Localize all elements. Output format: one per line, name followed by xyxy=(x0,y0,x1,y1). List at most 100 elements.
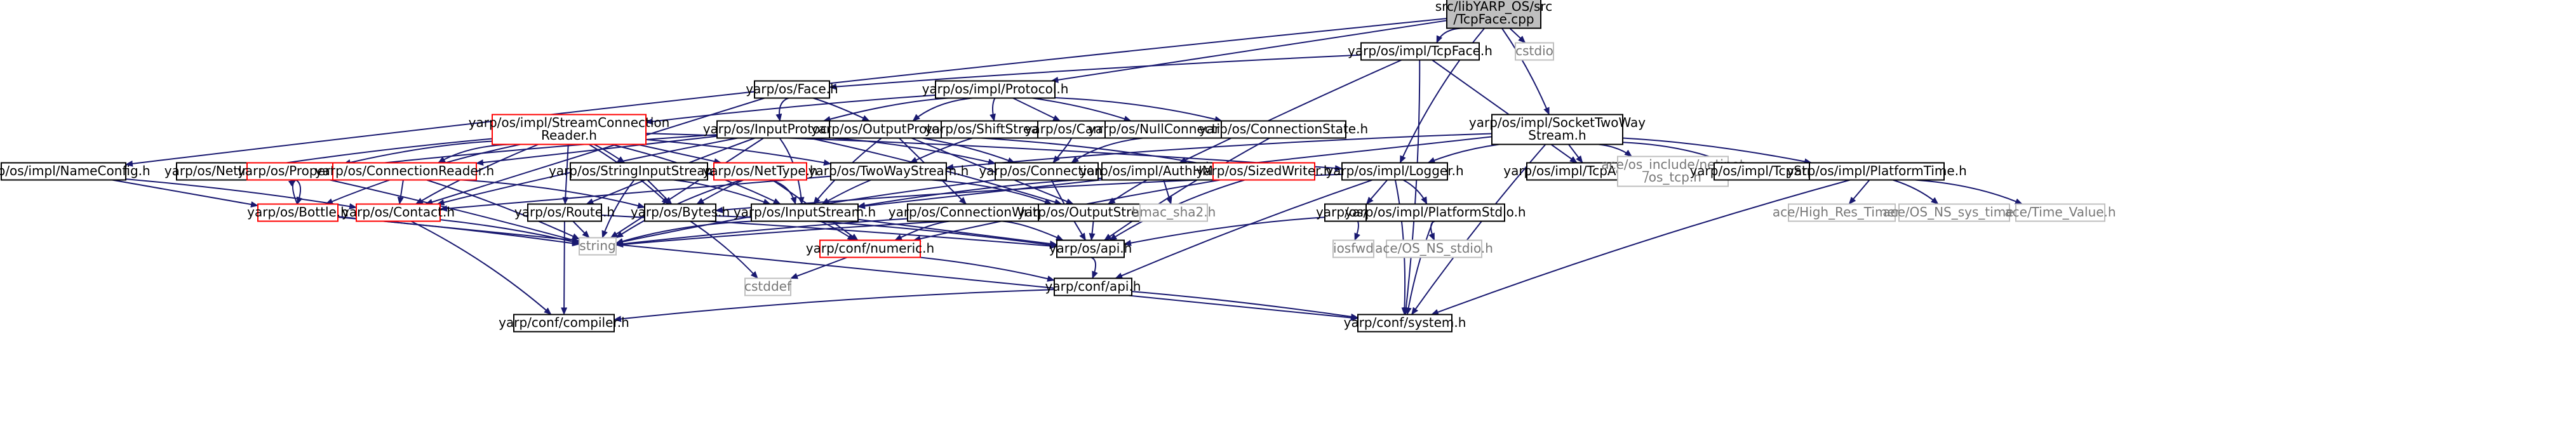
edge-property_h-to-bottle_h xyxy=(295,179,303,205)
node-logger_h[interactable]: yarp/os/impl/Logger.h xyxy=(1325,162,1464,181)
edge-outputprotocol_h-to-connection_h xyxy=(922,137,1016,164)
node-box xyxy=(1386,239,1482,258)
edge-face_h-to-inputprotocol_h xyxy=(775,97,789,122)
node-label: yarp/os/api.h xyxy=(1049,241,1132,256)
node-label: yarp/os/NetType.h xyxy=(702,163,817,178)
edge-stream_conn_reader_h-to-property_h xyxy=(343,140,493,166)
node-numeric_h[interactable]: yarp/conf/numeric.h xyxy=(806,239,934,258)
node-platformstdio_h[interactable]: yarp/os/impl/PlatformStdio.h xyxy=(1345,203,1526,222)
node-box xyxy=(1357,314,1452,333)
node-bottle_h[interactable]: yarp/os/Bottle.h xyxy=(247,203,349,222)
edge-inputstream_h-to-api_os_h xyxy=(857,218,1057,247)
edge-socket_twoway_h-to-tcpacceptor_h xyxy=(1568,143,1583,164)
edge-face_h-to-contact_h xyxy=(425,97,765,205)
edge-connectionwriter_h-to-string xyxy=(615,218,908,248)
node-box xyxy=(257,203,339,222)
node-label: yarp/os/Bottle.h xyxy=(247,204,349,220)
node-box xyxy=(1221,120,1346,139)
node-box xyxy=(1788,203,1896,222)
node-cstddef: cstddef xyxy=(744,277,792,296)
edge-authhmac_h-to-outputstream_h xyxy=(1107,179,1148,205)
edge-inputstream_h-to-numeric_h xyxy=(819,220,855,241)
node-label: Reader.h xyxy=(541,128,597,143)
node-system_h[interactable]: yarp/conf/system.h xyxy=(1344,314,1466,333)
edge-connectionwriter_h-to-api_os_h xyxy=(1002,220,1064,241)
edge-face_h-to-outputprotocol_h xyxy=(812,97,870,122)
node-face_h[interactable]: yarp/os/Face.h xyxy=(746,80,838,99)
node-box xyxy=(570,162,708,181)
edge-inputstream_h-to-string xyxy=(615,220,753,244)
edge-inputprotocol_h-to-connectionreader_h xyxy=(476,135,718,166)
node-label: yarp/os/impl/SocketTwoWay xyxy=(1469,115,1646,130)
node-label: yarp/os/impl/PlatformStdio.h xyxy=(1345,204,1526,220)
node-box xyxy=(1446,0,1541,29)
node-label: yarp/os/impl/StreamConnection xyxy=(469,115,670,130)
node-box xyxy=(1139,203,1208,222)
edge-numeric_h-to-conf_api_h xyxy=(920,256,1055,282)
edge-stream_conn_reader_h-to-stringinputstream_h xyxy=(593,143,626,164)
edge-protocol_h-to-inputprotocol_h xyxy=(822,97,949,123)
edge-logger_h-to-log_h xyxy=(1365,179,1388,205)
node-label: yarp/conf/numeric.h xyxy=(806,241,934,256)
edge-shiftstream_h-to-twowaystream_h xyxy=(909,137,973,164)
edge-platformtime_h-to-system_h xyxy=(1431,179,1851,315)
node-nettype_h[interactable]: yarp/os/NetType.h xyxy=(702,162,818,181)
node-connectionwriter_h[interactable]: yarp/os/ConnectionWriter.h xyxy=(889,203,1062,222)
node-route_h[interactable]: yarp/os/Route.h xyxy=(514,203,615,222)
edge-log_h-to-api_os_h xyxy=(1124,216,1325,246)
node-box xyxy=(1714,162,1828,181)
node-label: ace/OS_NS_stdio.h xyxy=(1375,241,1493,256)
edge-logger_h-to-conf_api_h xyxy=(1115,179,1373,279)
node-bytes_h[interactable]: yarp/os/Bytes.h xyxy=(631,203,730,222)
edge-connectionreader_h-to-contact_h xyxy=(397,180,404,205)
node-connection_h[interactable]: yarp/os/Connection.h xyxy=(979,162,1115,181)
edge-impl_tcpface_h-to-system_h xyxy=(1402,60,1421,315)
node-inputstream_h[interactable]: yarp/os/InputStream.h xyxy=(734,203,876,222)
node-label: yarp/os/impl/NameConfig.h xyxy=(0,163,151,178)
node-sizedwriter_h[interactable]: yarp/os/SizedWriter.h xyxy=(1196,162,1332,181)
node-connectionstate_h[interactable]: yarp/os/ConnectionState.h xyxy=(1199,120,1368,139)
node-label: yarp/os/impl/Protocol.h xyxy=(922,81,1069,96)
node-box xyxy=(1212,162,1315,181)
edge-protocol_h-to-nullconnection_h xyxy=(1032,97,1132,122)
node-label: hmac_sha2.h xyxy=(1132,204,1216,220)
node-contact_h[interactable]: yarp/os/Contact.h xyxy=(342,203,455,222)
node-protocol_h[interactable]: yarp/os/impl/Protocol.h xyxy=(922,80,1069,99)
edge-route_h-to-compiler_h xyxy=(561,221,568,315)
node-api_os_h[interactable]: yarp/os/api.h xyxy=(1049,239,1132,258)
node-box xyxy=(1515,42,1554,61)
node-box xyxy=(1365,203,1505,222)
node-platformtime_h[interactable]: yarp/os/impl/PlatformTime.h xyxy=(1787,162,1967,181)
node-label: yarp/conf/compiler.h xyxy=(499,315,629,330)
node-inputprotocol_h[interactable]: yarp/os/InputProtocol.h xyxy=(703,120,851,139)
edge-carrier_h-to-connection_h xyxy=(1052,138,1072,164)
node-connectionreader_h[interactable]: yarp/os/ConnectionReader.h xyxy=(315,162,494,181)
node-tcpface_cpp[interactable]: src/libYARP_OS/src/TcpFace.cpp xyxy=(1435,0,1552,29)
node-cstdio: cstdio xyxy=(1515,42,1554,61)
edge-conf_api_h-to-compiler_h xyxy=(614,289,1055,322)
node-box xyxy=(751,203,859,222)
node-box xyxy=(2015,203,2105,222)
node-impl_tcpface_h[interactable]: yarp/os/impl/TcpFace.h xyxy=(1348,42,1493,61)
node-label: yarp/os/InputStream.h xyxy=(734,204,876,220)
node-label: yarp/os/impl/PlatformTime.h xyxy=(1787,163,1967,178)
edge-protocol_h-to-shiftstream_h xyxy=(989,98,996,122)
node-nameconfig_h[interactable]: yarp/os/impl/NameConfig.h xyxy=(0,162,151,181)
node-twowaystream_h[interactable]: yarp/os/TwoWayStream.h xyxy=(808,162,969,181)
node-ace_os_ns_stdio: ace/OS_NS_stdio.h xyxy=(1375,239,1493,258)
node-stringinputstream_h[interactable]: yarp/os/StringInputStream.h xyxy=(549,162,729,181)
edge-platformtime_h-to-ace_high_res_timer xyxy=(1848,179,1870,205)
edge-protocol_h-to-stream_conn_reader_h xyxy=(645,94,936,125)
node-box xyxy=(1332,239,1374,258)
edge-stream_conn_reader_h-to-nettype_h xyxy=(636,143,722,165)
node-box xyxy=(1360,42,1480,61)
edge-impl_tcpface_h-to-tcpacceptor_h xyxy=(1432,59,1578,164)
edge-stream_conn_reader_h-to-twowaystream_h xyxy=(645,138,831,166)
node-conf_api_h[interactable]: yarp/conf/api.h xyxy=(1045,277,1141,296)
node-label: yarp/os/impl/Logger.h xyxy=(1325,163,1463,178)
node-compiler_h[interactable]: yarp/conf/compiler.h xyxy=(499,314,629,333)
node-iosfwd: iosfwd xyxy=(1332,239,1374,258)
